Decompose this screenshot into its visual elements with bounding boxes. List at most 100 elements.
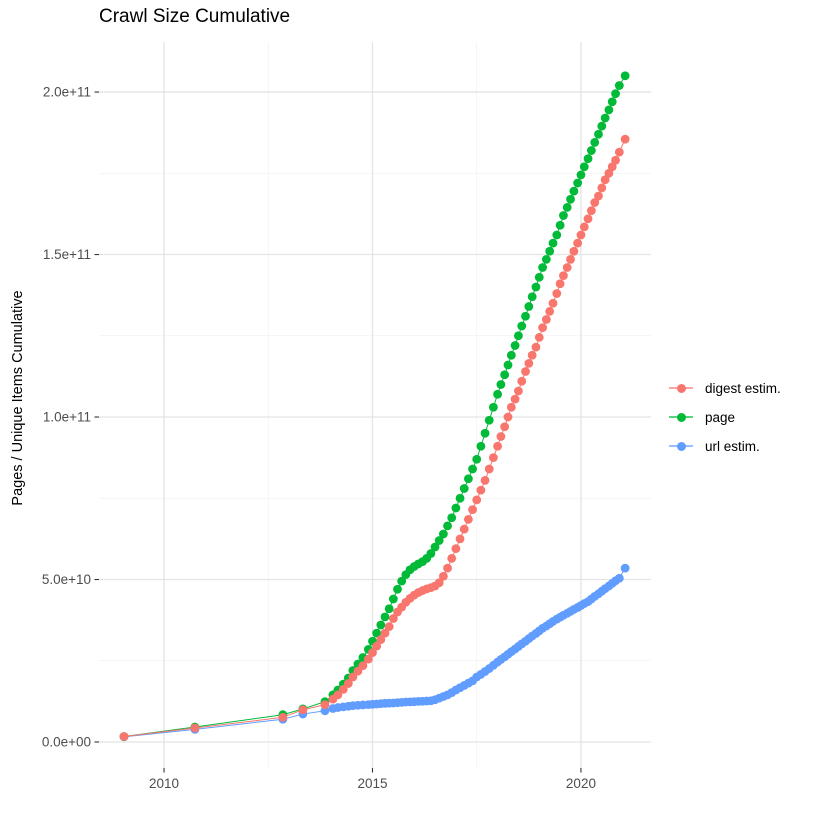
y-tick-label: 5.0e+10 [42,572,91,587]
data-point [500,370,510,380]
legend-item-page: page [668,407,781,427]
x-tick-label: 2020 [566,776,596,791]
data-point [447,553,457,563]
data-point [604,168,614,178]
data-point [503,360,513,370]
y-tick-label: 1.5e+11 [43,247,91,262]
data-point [506,402,516,412]
data-point [384,604,394,614]
data-point [372,641,382,651]
legend-label: page [705,409,736,425]
data-point [489,453,498,463]
legend-item-url-estim-: url estim. [668,436,781,456]
data-point [552,289,562,298]
data-point [438,529,448,539]
data-point [443,521,452,531]
data-point [372,628,382,638]
legend-label: digest estim. [705,380,781,396]
data-point [358,661,368,671]
data-point [338,684,348,694]
data-point [586,146,596,155]
data-point [380,612,390,622]
data-point [472,454,482,464]
data-point [583,154,593,164]
data-point [552,230,562,240]
data-point [583,214,593,224]
data-point [534,272,544,282]
data-point [521,311,530,321]
data-point [620,71,630,81]
data-point [443,563,452,573]
data-point [517,376,527,386]
data-point [480,428,490,438]
data-point [545,307,555,316]
data-point [576,170,586,180]
data-point [320,706,330,716]
data-point [514,386,523,396]
data-point [579,222,589,232]
data-point [538,323,548,333]
data-point [472,495,482,505]
data-point [555,220,565,230]
data-point [506,350,516,360]
data-point [368,648,377,658]
data-point [476,441,486,451]
data-point [597,183,607,193]
data-point [484,415,494,425]
data-point [430,542,440,552]
x-tick-label: 2015 [357,776,387,791]
data-point [594,129,603,139]
y-tick-label: 0.0e+00 [42,735,91,750]
legend-label: url estim. [705,438,760,454]
data-point [333,690,343,700]
data-point [527,292,537,302]
data-point [510,394,520,404]
legend-key-icon [668,407,694,427]
data-point [600,113,610,123]
x-tick-label: 2010 [149,776,179,791]
data-point [594,191,603,201]
data-point [541,255,551,264]
data-point [590,198,600,207]
data-point [380,628,390,638]
data-point [586,206,596,216]
legend-item-digest-estim-: digest estim. [668,378,781,398]
data-point [451,544,461,554]
data-point [614,147,624,157]
data-point [514,331,523,341]
legend: digest estim. page url estim. [668,378,781,456]
data-point [517,321,527,331]
data-point [527,350,537,360]
data-point [500,422,510,432]
data-point [463,514,473,524]
data-point [388,614,398,623]
data-point [459,524,469,534]
y-tick-label: 2.0e+11 [43,85,91,100]
data-point [541,315,551,324]
y-tick-label: 1.0e+11 [43,410,91,425]
legend-key-icon [668,436,694,456]
data-point [524,359,534,368]
data-point [363,654,373,664]
data-point [298,705,308,715]
data-point [569,186,579,196]
chart-title: Crawl Size Cumulative [99,6,291,27]
data-point [562,203,572,212]
data-point [451,503,461,513]
data-point [348,672,358,682]
series-digest-estim- [119,134,630,741]
data-point [493,441,502,451]
data-point [503,412,513,422]
data-point [384,622,394,632]
data-point [388,594,398,604]
series-line [123,75,626,737]
data-point [455,493,465,503]
data-point [620,563,630,573]
data-point [573,238,583,248]
data-point [607,162,617,172]
data-point [463,474,473,484]
data-point [614,573,624,583]
data-point [376,635,386,645]
